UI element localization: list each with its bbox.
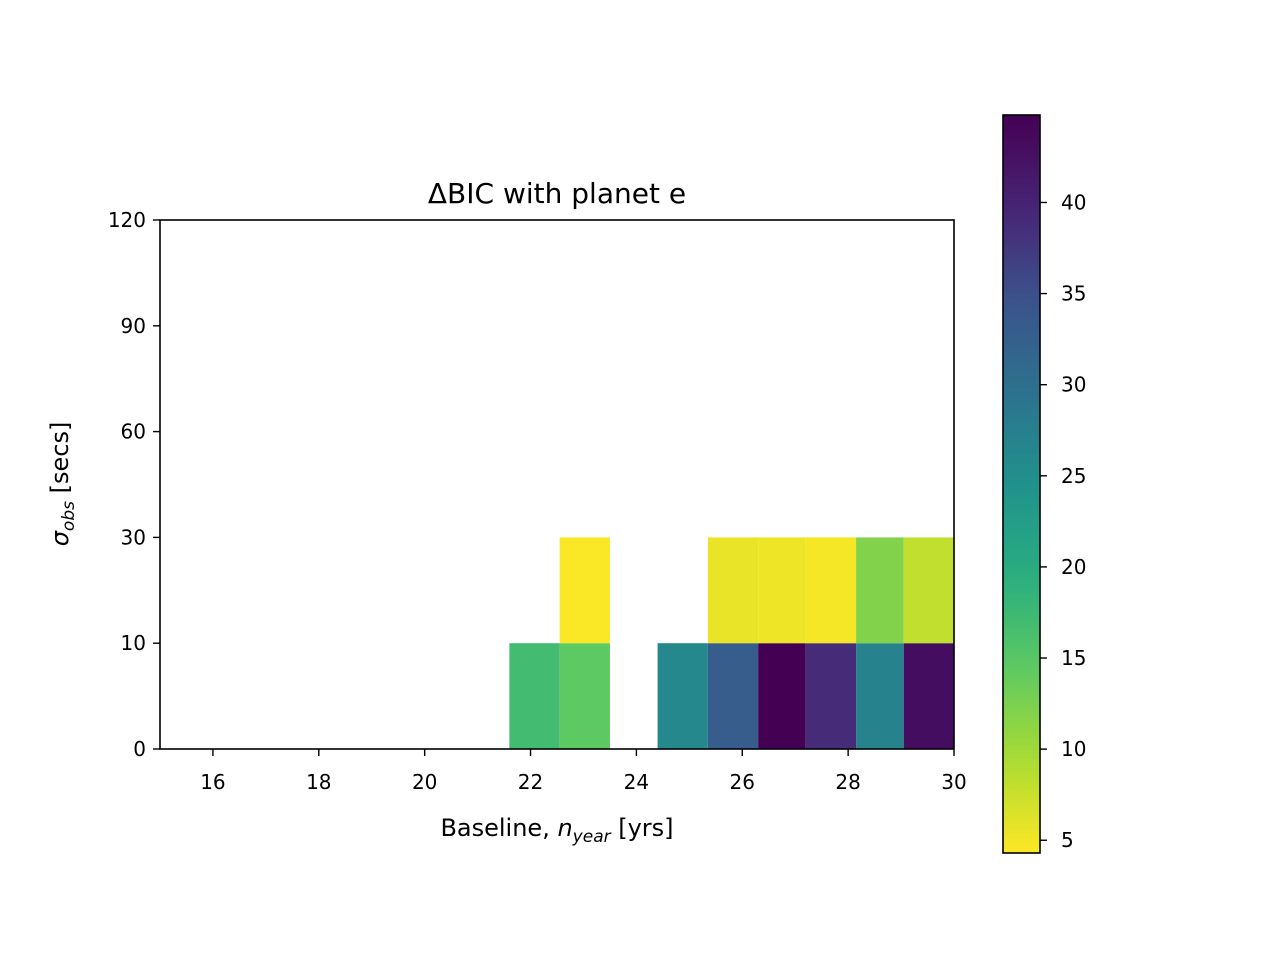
y-tick-label: 120 bbox=[108, 208, 146, 232]
heatmap-cells bbox=[509, 537, 954, 749]
heatmap-cell bbox=[903, 643, 954, 749]
heatmap-cell bbox=[805, 643, 857, 749]
heatmap-cell bbox=[559, 643, 610, 749]
x-axis-label: Baseline, nyear [yrs] bbox=[440, 814, 673, 847]
chart-title: ΔBIC with planet e bbox=[428, 177, 686, 210]
x-tick-label: 20 bbox=[412, 770, 437, 794]
y-tick-label: 60 bbox=[121, 420, 146, 444]
x-tick-label: 18 bbox=[306, 770, 331, 794]
y-tick-label: 0 bbox=[133, 737, 146, 761]
heatmap-cell bbox=[805, 537, 857, 644]
heatmap-cell bbox=[559, 537, 610, 644]
colorbar-tick-label: 10 bbox=[1061, 737, 1086, 761]
colorbar bbox=[1002, 114, 1041, 854]
heatmap-cell bbox=[856, 643, 904, 749]
colorbar-tick-label: 15 bbox=[1061, 646, 1086, 670]
y-axis-label: σobs [secs] bbox=[46, 422, 79, 547]
x-tick-label: 28 bbox=[835, 770, 860, 794]
x-tick-label: 22 bbox=[518, 770, 543, 794]
heatmap-cell bbox=[903, 537, 954, 644]
heatmap-cell bbox=[758, 537, 806, 644]
x-tick-label: 30 bbox=[941, 770, 966, 794]
plot-frame bbox=[159, 219, 955, 750]
colorbar-tick-label: 5 bbox=[1061, 828, 1074, 852]
colorbar-ticks: 5 10 15 20 25 30 35 40 bbox=[1040, 190, 1086, 852]
heatmap-cell bbox=[758, 643, 806, 749]
x-tick-label: 16 bbox=[200, 770, 225, 794]
colorbar-tick-label: 25 bbox=[1061, 464, 1086, 488]
y-tick-label: 90 bbox=[121, 314, 146, 338]
heatmap-cell bbox=[509, 643, 560, 749]
heatmap-cell bbox=[707, 643, 759, 749]
heatmap-cell bbox=[856, 537, 904, 644]
x-tick-label: 24 bbox=[624, 770, 649, 794]
colorbar-tick-label: 40 bbox=[1061, 190, 1086, 214]
colorbar-tick-label: 20 bbox=[1061, 555, 1086, 579]
heatmap-cell bbox=[707, 537, 759, 644]
x-tick-label: 26 bbox=[730, 770, 755, 794]
y-tick-label: 10 bbox=[121, 631, 146, 655]
y-axis-ticks: 0 10 30 60 90 120 bbox=[108, 208, 160, 761]
x-axis-ticks: 16 18 20 22 24 26 28 30 bbox=[200, 749, 967, 794]
colorbar-tick-label: 30 bbox=[1061, 373, 1086, 397]
heatmap-cell bbox=[657, 643, 708, 749]
colorbar-tick-label: 35 bbox=[1061, 282, 1086, 306]
y-tick-label: 30 bbox=[121, 525, 146, 549]
